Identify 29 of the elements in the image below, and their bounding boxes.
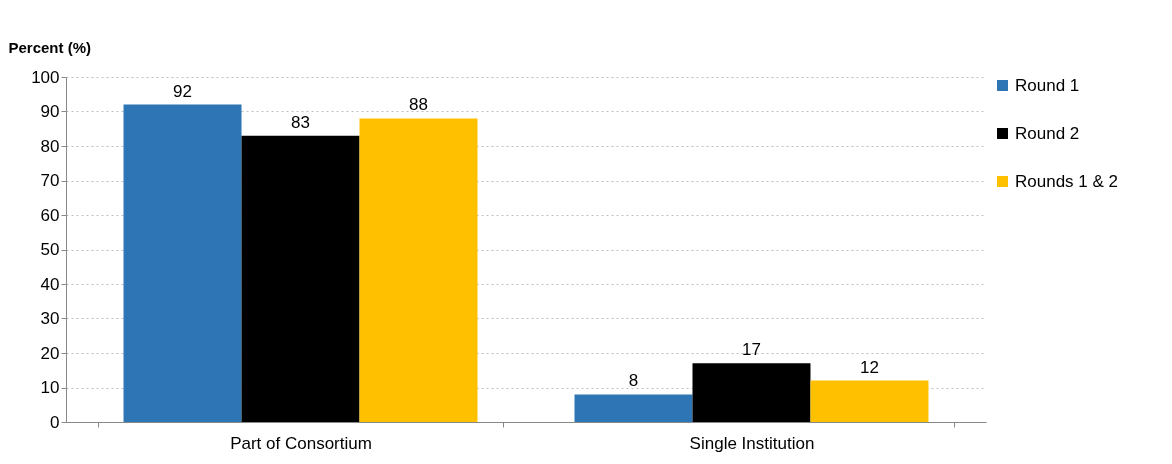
y-tick-label: 0 xyxy=(50,412,60,432)
legend-label: Round 1 xyxy=(1015,75,1080,95)
bar xyxy=(359,118,478,422)
y-tick-label: 100 xyxy=(31,67,60,87)
data-label: 92 xyxy=(173,81,192,101)
y-axis-title: Percent (%) xyxy=(8,38,92,56)
legend-label: Round 2 xyxy=(1015,123,1080,143)
bar xyxy=(692,363,811,422)
legend-label: Rounds 1 & 2 xyxy=(1015,171,1119,191)
y-tick-label: 20 xyxy=(40,343,60,363)
y-tick-label: 90 xyxy=(40,102,60,121)
y-tick-label: 10 xyxy=(40,378,60,397)
bar xyxy=(810,380,929,422)
y-tick-label: 80 xyxy=(40,136,60,156)
data-label: 83 xyxy=(291,112,310,132)
data-label: 17 xyxy=(742,340,761,360)
y-tick-label: 70 xyxy=(40,171,60,190)
data-label: 88 xyxy=(409,95,428,115)
y-tick-label: 60 xyxy=(40,205,60,225)
y-tick-label: 50 xyxy=(40,240,60,259)
data-label: 8 xyxy=(628,371,639,391)
bar xyxy=(241,135,360,422)
bar xyxy=(574,394,693,422)
data-label: 12 xyxy=(860,357,879,377)
bar xyxy=(123,104,242,422)
y-tick-label: 40 xyxy=(40,274,60,294)
y-tick-label: 30 xyxy=(40,309,60,328)
x-tick-label: Part of Consortium xyxy=(230,433,372,453)
x-tick-label: Single Institution xyxy=(689,433,815,453)
